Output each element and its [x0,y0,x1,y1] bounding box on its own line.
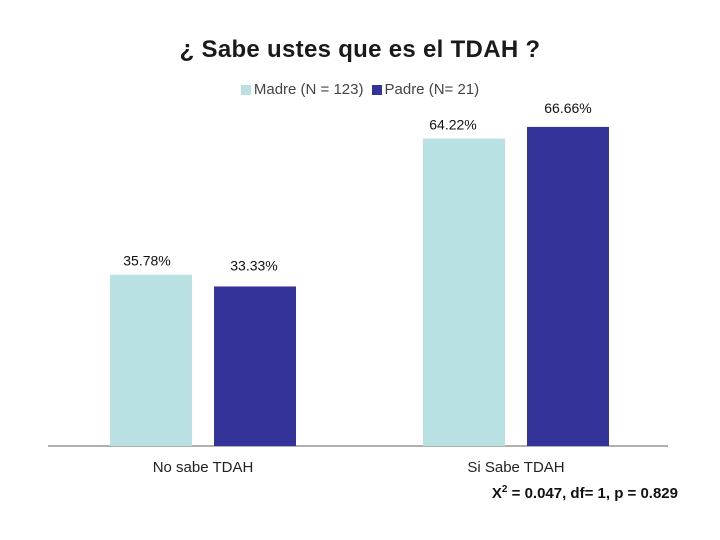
data-label-padre-0: 33.33% [230,257,277,273]
x-tick-label-1: Si Sabe TDAH [467,459,564,476]
bar-padre-1 [527,126,609,446]
legend-item-padre: Padre (N= 21) [371,81,480,98]
data-label-madre-0: 35.78% [123,253,170,269]
stats-symbol: X [491,485,502,502]
legend-item-madre: Madre (N = 123) [240,81,364,98]
legend-label-padre: Padre (N= 21) [384,81,480,98]
legend-swatch-madre [240,84,251,95]
bar-madre-1 [423,138,505,446]
data-label-padre-1: 66.66% [544,100,591,116]
bar-madre-0 [110,274,192,446]
stats-superscript: 2 [501,484,508,495]
legend-label-madre: Madre (N = 123) [253,81,364,98]
chart-legend: Madre (N = 123) Padre (N= 21) [0,81,720,98]
stats-text: = 0.047, df= 1, p = 0.829 [507,485,678,502]
x-tick-label-0: No sabe TDAH [153,459,254,476]
bar-padre-0 [214,286,296,446]
legend-swatch-padre [371,84,382,95]
chart-title: ¿ Sabe ustes que es el TDAH ? [179,36,541,63]
data-label-madre-1: 64.22% [429,117,476,133]
chi-square-stats: X2 = 0.047, df= 1, p = 0.829 [492,484,678,502]
